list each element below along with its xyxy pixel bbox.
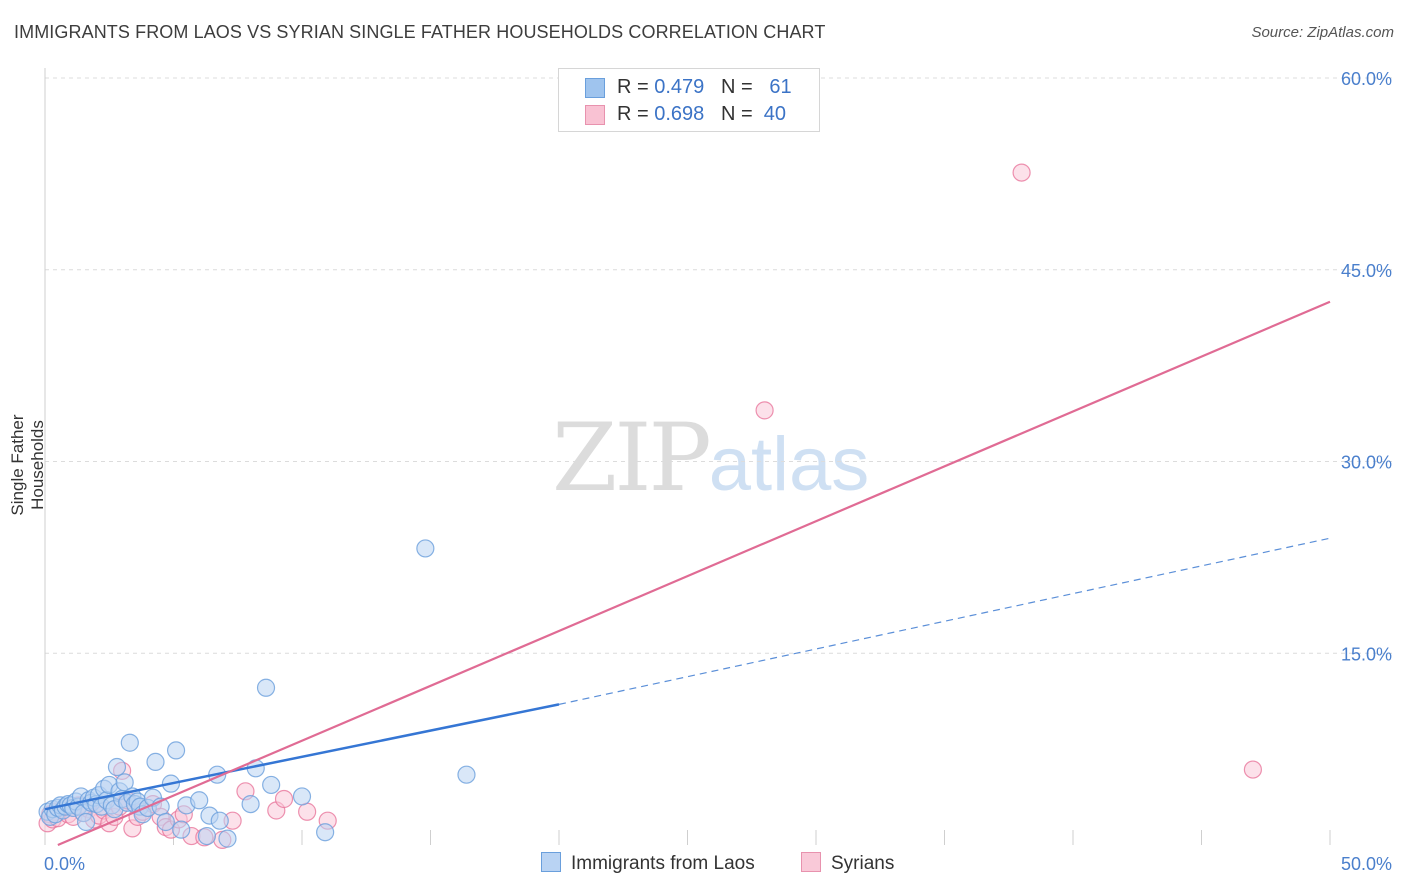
laos-point [210, 811, 229, 830]
legend-text-syrians: R = 0.698 N = 40 [617, 103, 786, 126]
syrians-point [298, 802, 317, 821]
legend-r-value: 0.698 [654, 103, 705, 125]
laos-point [241, 794, 260, 814]
source-label: Source: ZipAtlas.com [1251, 24, 1394, 41]
bottom-legend-syrians: Syrians [801, 852, 894, 875]
legend-n-label: N = [720, 103, 759, 125]
x-tick-label: 0.0% [44, 854, 85, 874]
laos-point [115, 773, 134, 792]
legend-r-label: R = [617, 103, 655, 125]
x-tick-label: 50.0% [1341, 854, 1392, 874]
bottom-legend-label-syrians: Syrians [831, 853, 895, 874]
syrians-point [1243, 760, 1263, 779]
chart-title: IMMIGRANTS FROM LAOS VS SYRIAN SINGLE FA… [14, 22, 826, 42]
legend-text-laos: R = 0.479 N = 61 [617, 76, 792, 99]
bottom-legend-swatch-syrians [801, 852, 821, 872]
legend-box: R = 0.479 N = 61 R = 0.698 N = 40 [558, 68, 820, 132]
laos-point [172, 820, 191, 839]
laos-point [146, 752, 165, 772]
laos-trendline-extension [558, 537, 1331, 705]
legend-n-value: 61 [769, 76, 792, 98]
laos-point [107, 757, 127, 777]
legend-r-value: 0.479 [654, 76, 705, 98]
laos-point [120, 733, 139, 752]
laos-point [156, 812, 175, 832]
laos-point [218, 829, 237, 848]
laos-point [197, 826, 217, 846]
watermark-atlas: atlas [708, 422, 870, 507]
y-tick-label: 60.0% [1341, 69, 1392, 89]
syrians-point [274, 789, 294, 809]
laos-point [166, 741, 186, 760]
bottom-legend-label-laos: Immigrants from Laos [571, 853, 755, 874]
y-tick-label: 45.0% [1341, 261, 1392, 281]
legend-swatch-laos [585, 78, 605, 98]
bottom-legend-laos: Immigrants from Laos [541, 852, 755, 875]
legend-n-label: N = [720, 76, 759, 98]
legend-n-value: 40 [763, 103, 787, 125]
laos-point [77, 812, 96, 832]
syrians-point [755, 401, 774, 420]
laos-point [190, 791, 209, 810]
laos-point [316, 823, 335, 842]
watermark: ZIPatlas [552, 404, 869, 513]
laos-point [262, 775, 281, 795]
y-tick-label: 30.0% [1341, 453, 1392, 473]
syrians-trendline [57, 300, 1331, 847]
laos-point [256, 678, 276, 697]
laos-point [457, 765, 476, 784]
bottom-legend-swatch-laos [541, 852, 561, 872]
syrians-point [1012, 163, 1031, 182]
legend-swatch-syrians [585, 105, 605, 125]
laos-point [292, 787, 312, 806]
laos-point [416, 539, 435, 558]
watermark-zip: ZIP [552, 404, 712, 513]
laos-trendline [44, 703, 560, 811]
legend-r-label: R = [617, 76, 655, 98]
y-tick-label: 15.0% [1341, 644, 1392, 664]
y-axis-title: Single Father Households [8, 414, 47, 516]
